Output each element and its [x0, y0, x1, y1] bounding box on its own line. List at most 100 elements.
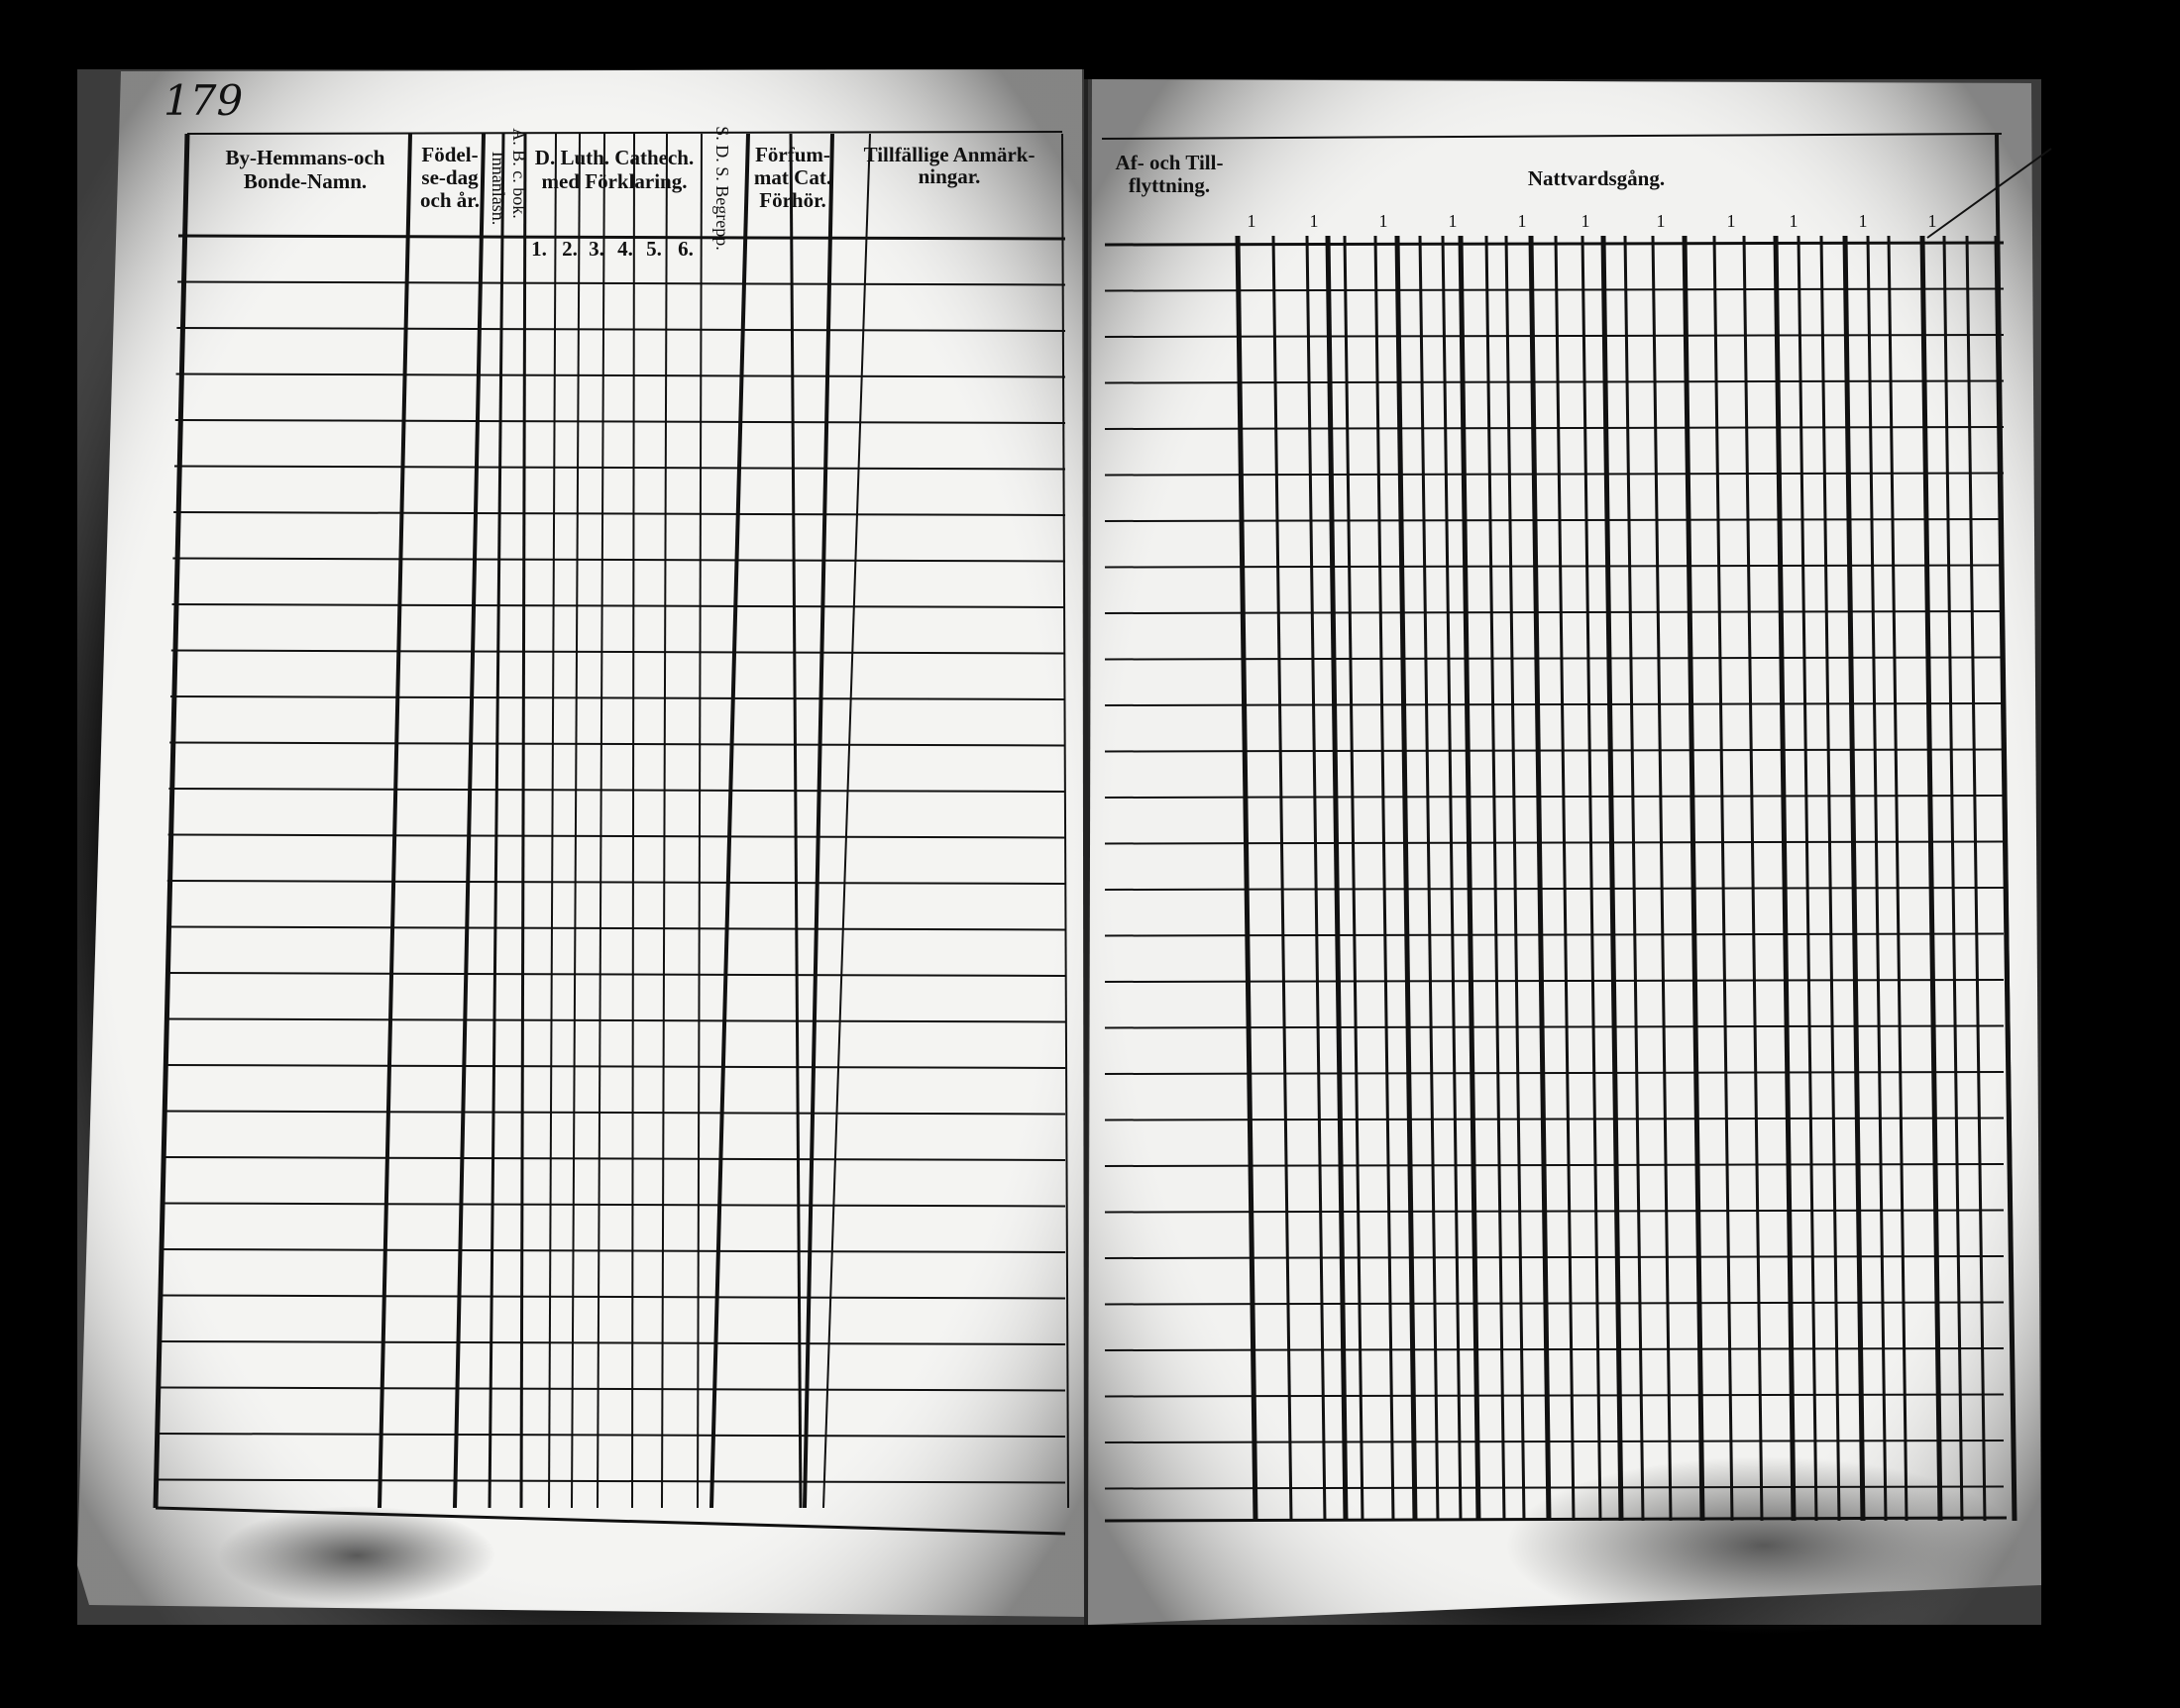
column-rule: [661, 133, 668, 1509]
header-label: A. B. c. bok.: [509, 128, 529, 219]
row-rule: [173, 465, 1066, 471]
column-number: 3.: [589, 237, 604, 261]
column-mark: 1: [1310, 211, 1319, 231]
column-rule: [1887, 235, 1908, 1522]
column-rule: [1842, 235, 1866, 1522]
column-rule: [1919, 235, 1943, 1522]
column-rule: [709, 133, 750, 1509]
header-line: med Förklaring.: [542, 169, 688, 193]
header-label: Nattvardsgång.: [1528, 166, 1665, 190]
row-rule: [167, 833, 1066, 839]
header-line: mat Cat.: [754, 165, 831, 189]
header-line: D. Luth. Cathech.: [535, 146, 694, 169]
column-rule: [1528, 235, 1552, 1522]
row-rule: [1104, 334, 2005, 338]
column-mark: 1: [1657, 211, 1666, 231]
column-rule: [597, 133, 605, 1509]
bottom-rule: [155, 1506, 1066, 1536]
column-rule: [789, 133, 803, 1509]
row-rule: [162, 1202, 1066, 1208]
row-rule: [1104, 1071, 2005, 1075]
header-line: se-dag: [421, 165, 479, 189]
row-rule: [1104, 1117, 2005, 1121]
row-rule: [158, 1433, 1066, 1438]
row-rule: [169, 695, 1066, 700]
diagonal-stroke: [1926, 148, 2052, 239]
smudge: [218, 1506, 495, 1605]
column-rule: [1235, 235, 1258, 1522]
row-rule: [160, 1294, 1066, 1300]
header-label: Af- och Till-flyttning.: [1116, 151, 1224, 197]
row-rule: [163, 1110, 1066, 1116]
column-rule: [548, 133, 557, 1509]
header-line: Förfum-: [755, 143, 830, 166]
header-line: och år.: [420, 188, 480, 212]
column-rule: [1484, 235, 1506, 1522]
column-number: 1.: [531, 237, 547, 261]
row-rule: [168, 788, 1066, 793]
header-label: Tillfällige Anmärk-ningar.: [864, 143, 1036, 188]
column-rule: [488, 133, 505, 1509]
header-rule: [186, 131, 1063, 135]
header-line: Bonde-Namn.: [244, 169, 367, 193]
column-rule: [1682, 235, 1705, 1522]
column-number: 5.: [646, 237, 662, 261]
header-rule: [1101, 133, 2003, 140]
row-rule: [157, 1478, 1066, 1484]
column-mark: 1: [1379, 211, 1388, 231]
column-rule: [378, 133, 412, 1509]
header-line: Tillfällige Anmärk-: [864, 143, 1036, 166]
column-number: 6.: [678, 237, 694, 261]
column-rule: [1458, 235, 1481, 1522]
column-rule: [1712, 235, 1734, 1522]
column-mark: 1: [1790, 211, 1798, 231]
column-rule: [571, 133, 581, 1509]
row-rule: [174, 419, 1066, 424]
column-rule: [519, 133, 527, 1509]
header-line: By-Hemmans-och: [226, 146, 385, 169]
column-mark: 1: [1581, 211, 1590, 231]
row-rule: [162, 1156, 1066, 1161]
row-rule: [1104, 472, 2005, 477]
column-rule: [1580, 235, 1602, 1522]
page-number: 179: [164, 76, 243, 125]
column-rule: [1651, 235, 1673, 1522]
column-rule: [1305, 235, 1327, 1522]
row-rule: [1104, 518, 2005, 522]
column-mark: 1: [1727, 211, 1736, 231]
column-rule: [1325, 235, 1349, 1522]
ruling: [153, 131, 2052, 1536]
row-rule: [173, 511, 1066, 516]
header-line: ningar.: [919, 164, 981, 188]
column-rule: [153, 133, 190, 1509]
column-rule: [1600, 235, 1624, 1522]
row-rule: [1104, 1255, 2005, 1259]
row-rule: [1104, 1209, 2005, 1214]
column-rule: [1797, 235, 1818, 1522]
row-rule: [1104, 241, 2005, 247]
column-rule: [1394, 235, 1418, 1522]
row-rule: [1104, 1163, 2005, 1167]
row-rule: [164, 1064, 1066, 1069]
column-mark: 1: [1449, 211, 1458, 231]
row-rule: [158, 1386, 1066, 1392]
row-rule: [166, 880, 1066, 885]
row-rule: [177, 234, 1066, 241]
column-rule: [1343, 235, 1364, 1522]
headers: By-Hemmans-och Bonde-Namn. Födel-se-dag och…: [226, 126, 1937, 261]
column-rule: [1942, 235, 1964, 1522]
column-rule: [1623, 235, 1645, 1522]
left-shade: [77, 69, 1084, 1625]
column-mark: 1: [1248, 211, 1256, 231]
header-line: Innanläsn.: [489, 152, 508, 225]
column-rule: [1061, 133, 1069, 1509]
column-rule: [1965, 235, 1987, 1522]
column-mark: 1: [1928, 211, 1937, 231]
column-rule: [453, 133, 486, 1509]
column-rule: [1373, 235, 1395, 1522]
header-label: Förfum-mat Cat. Förhör.: [754, 143, 831, 212]
row-rule: [169, 741, 1066, 747]
column-rule: [1504, 235, 1526, 1522]
column-rule: [1271, 235, 1293, 1522]
